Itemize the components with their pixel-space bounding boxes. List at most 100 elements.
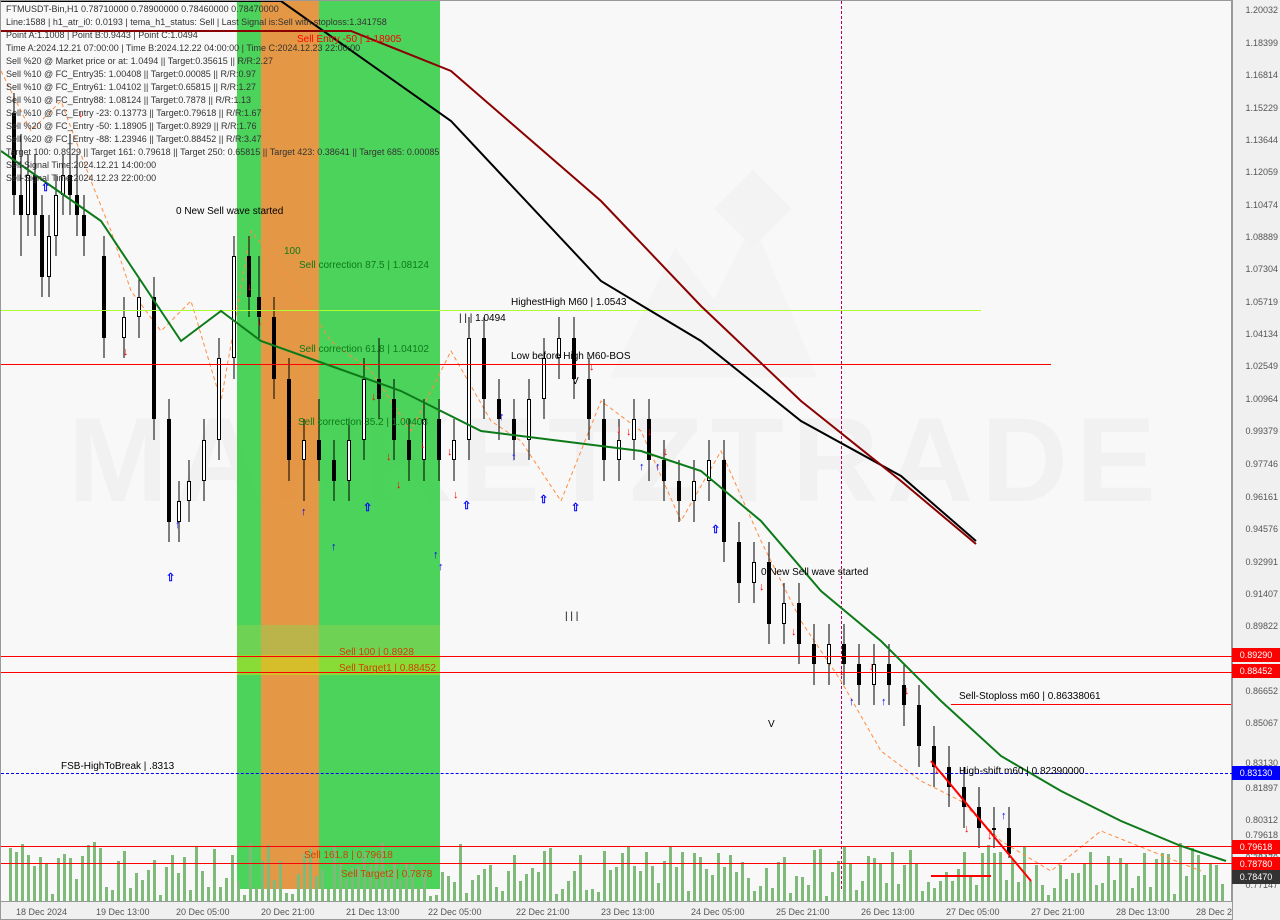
- x-tick: 28 Dec 13:00: [1116, 907, 1170, 917]
- x-tick: 25 Dec 21:00: [776, 907, 830, 917]
- volume-bar: [207, 887, 210, 901]
- x-axis: 18 Dec 202419 Dec 13:0020 Dec 05:0020 De…: [1, 901, 1233, 919]
- y-tick: 1.12059: [1245, 167, 1278, 177]
- volume-bar: [243, 895, 246, 901]
- up-arrow-icon: ↑: [655, 461, 661, 473]
- y-tick: 1.13644: [1245, 135, 1278, 145]
- info-line: Sell %20 @ Market price or at: 1.0494 ||…: [6, 55, 439, 68]
- chart-label: High-shift m60 | 0.82390000: [959, 766, 1084, 777]
- info-line: Sell-Signal Time:2024.12.23 22:00:00: [6, 172, 439, 185]
- x-tick: 22 Dec 21:00: [516, 907, 570, 917]
- up-arrow-icon: ⇧: [462, 499, 471, 512]
- y-tick: 1.20032: [1245, 5, 1278, 15]
- hline-label: Sell-Stoploss m60 | 0.86338061: [959, 691, 1101, 702]
- info-line: Sell %10 @ FC_Entry61: 1.04102 || Target…: [6, 81, 439, 94]
- down-arrow-icon: ↓: [987, 830, 993, 842]
- info-line: Sell %20 @ FC_Entry -88: 1.23946 || Targ…: [6, 133, 439, 146]
- price-marker: 0.89290: [1232, 648, 1280, 662]
- y-tick: 1.04134: [1245, 329, 1278, 339]
- down-arrow-icon: ↓: [934, 764, 940, 776]
- info-line: Sell %10 @ FC_Entry35: 1.00408 || Target…: [6, 68, 439, 81]
- up-arrow-icon: ⇧: [166, 571, 175, 584]
- chart-label: | | |: [565, 611, 578, 622]
- y-tick: 0.85067: [1245, 718, 1278, 728]
- up-arrow-icon: ⇧: [363, 501, 372, 514]
- down-arrow-icon: ↓: [247, 281, 253, 293]
- hline-label: Low before High M60-BOS: [511, 351, 631, 362]
- hline-label: FSB-HighToBreak | .8313: [61, 761, 174, 772]
- volume-bar: [1053, 888, 1056, 901]
- y-tick: 1.07304: [1245, 264, 1278, 274]
- y-tick: 0.96161: [1245, 492, 1278, 502]
- x-tick: 24 Dec 05:00: [691, 907, 745, 917]
- price-marker: 0.83130: [1232, 766, 1280, 780]
- info-line: Sell-Signal Time:2024.12.21 14:00:00: [6, 159, 439, 172]
- y-tick: 0.92991: [1245, 557, 1278, 567]
- y-tick: 1.05719: [1245, 297, 1278, 307]
- down-arrow-icon: ↓: [371, 391, 377, 403]
- info-line: Target 100: 0.8929 || Target 161: 0.7961…: [6, 146, 439, 159]
- y-tick: 1.15229: [1245, 103, 1278, 113]
- volume-bar: [1047, 895, 1050, 901]
- info-line: Time A:2024.12.21 07:00:00 | Time B:2024…: [6, 42, 439, 55]
- volume-bar: [105, 887, 108, 901]
- x-tick: 20 Dec 21:00: [261, 907, 315, 917]
- y-tick: 0.89822: [1245, 621, 1278, 631]
- chart-label: V: [572, 376, 579, 387]
- down-arrow-icon: ↓: [663, 446, 669, 458]
- y-tick: 0.99379: [1245, 426, 1278, 436]
- down-arrow-icon: ↓: [386, 451, 392, 463]
- volume-bar: [1173, 894, 1176, 901]
- up-arrow-icon: ↑: [433, 549, 439, 561]
- chart-area[interactable]: MARKETZTRADE ⇧↓↓⇧↑↓↓↑↑⇧↓↓↓↓↑↑↓↓⇧↑↑⇧⇧↓↓↓↑…: [0, 0, 1232, 920]
- up-arrow-icon: ⇧: [571, 501, 580, 514]
- down-arrow-icon: ↓: [964, 823, 970, 835]
- volume-bar: [825, 896, 828, 901]
- volume-bar: [129, 888, 132, 901]
- y-tick: 1.16814: [1245, 70, 1278, 80]
- down-arrow-icon: ↓: [791, 626, 797, 638]
- volume-bar: [597, 892, 600, 901]
- volume-bar: [591, 889, 594, 901]
- volume-bar: [555, 894, 558, 901]
- down-arrow-icon: ↓: [447, 446, 453, 458]
- chart-label: Sell correction 87.5 | 1.08124: [299, 260, 429, 271]
- volume-bar: [585, 890, 588, 901]
- volume-bar: [111, 890, 114, 901]
- chart-title: FTMUSDT-Bin,H1 0.78710000 0.78900000 0.7…: [6, 3, 439, 16]
- volume-bar: [921, 891, 924, 901]
- volume-bar: [189, 890, 192, 901]
- info-header: FTMUSDT-Bin,H1 0.78710000 0.78900000 0.7…: [6, 3, 439, 185]
- volume-bar: [561, 889, 564, 901]
- info-line: Point A:1.1008 | Point B:0.9443 | Point …: [6, 29, 439, 42]
- y-tick: 1.00964: [1245, 394, 1278, 404]
- volume-bar: [789, 893, 792, 901]
- chart-label: 0 New Sell wave started: [761, 567, 868, 578]
- price-marker: 0.78780: [1232, 857, 1280, 871]
- up-arrow-icon: ↑: [438, 561, 444, 573]
- x-tick: 27 Dec 21:00: [1031, 907, 1085, 917]
- x-tick: 20 Dec 05:00: [176, 907, 230, 917]
- volume-bar: [771, 888, 774, 901]
- info-line: Sell %20 @ FC_Entry -50: 1.18905 || Targ…: [6, 120, 439, 133]
- price-marker: 0.78470: [1232, 870, 1280, 884]
- volume-bar: [501, 891, 504, 901]
- volume-bar: [291, 894, 294, 901]
- volume-bar: [51, 894, 54, 901]
- y-tick: 0.79618: [1245, 830, 1278, 840]
- down-arrow-icon: ↓: [647, 426, 653, 438]
- y-axis: 1.200321.183991.168141.152291.136441.120…: [1232, 0, 1280, 920]
- down-arrow-icon: ↓: [839, 666, 845, 678]
- volume-bar: [687, 891, 690, 901]
- y-tick: 0.81897: [1245, 783, 1278, 793]
- down-arrow-icon: ↓: [123, 346, 129, 358]
- up-arrow-icon: ↑: [301, 506, 307, 518]
- volume-bar: [1131, 888, 1134, 901]
- down-arrow-icon: ↓: [396, 479, 402, 491]
- down-arrow-icon: ↓: [616, 424, 622, 436]
- x-tick: 21 Dec 13:00: [346, 907, 400, 917]
- down-arrow-icon: ↓: [257, 316, 263, 328]
- volume-bar: [465, 893, 468, 901]
- up-arrow-icon: ↑: [1001, 810, 1007, 822]
- up-arrow-icon: ↑: [511, 451, 517, 463]
